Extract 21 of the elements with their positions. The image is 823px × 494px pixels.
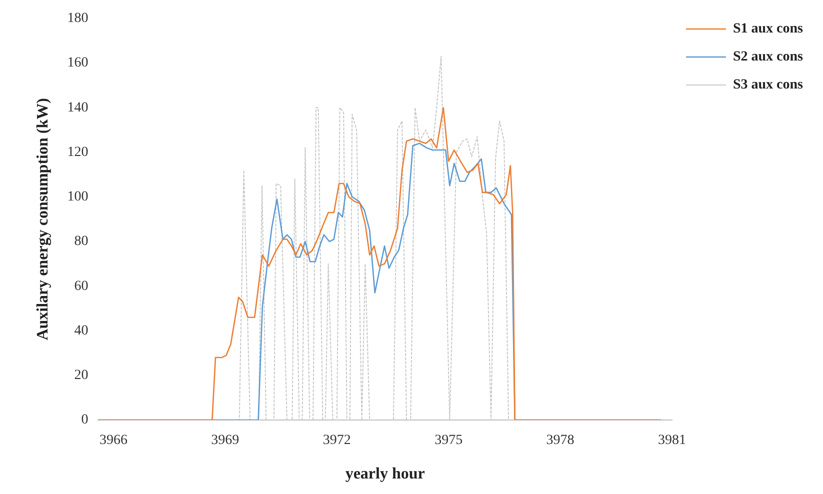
y-tick-label: 180 — [67, 11, 88, 26]
legend-label: S2 aux cons — [732, 50, 804, 65]
y-tick-label: 100 — [67, 190, 88, 205]
y-tick-label: 80 — [74, 234, 88, 250]
legend-label: S3 aux cons — [732, 78, 804, 93]
legend-label: S1 aux cons — [732, 22, 804, 37]
x-tick-label: 3969 — [211, 433, 240, 448]
y-tick-label: 0 — [81, 412, 88, 428]
x-tick-label: 3966 — [99, 433, 128, 448]
y-tick-label: 20 — [74, 368, 88, 384]
x-axis-title: yearly hour — [345, 466, 425, 483]
x-tick-label: 3981 — [658, 433, 686, 448]
x-tick-label: 3975 — [434, 433, 463, 448]
y-tick-label: 120 — [67, 144, 88, 160]
y-axis-title: Auxilary energy consumption (kW) — [34, 98, 52, 340]
y-tick-label: 40 — [74, 323, 88, 338]
x-tick-label: 3978 — [546, 433, 574, 448]
x-tick-label: 3972 — [322, 433, 351, 448]
y-tick-label: 160 — [67, 56, 88, 71]
y-tick-label: 60 — [74, 278, 88, 294]
y-tick-label: 140 — [67, 100, 88, 116]
